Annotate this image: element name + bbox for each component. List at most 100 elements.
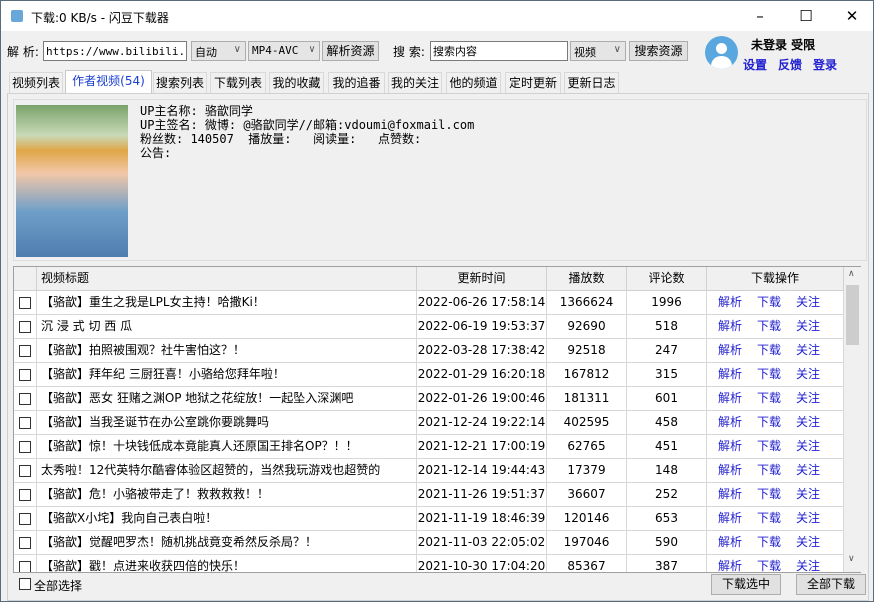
comment-count: 387 [627,555,707,572]
scroll-down-icon[interactable]: ∨ [848,554,855,564]
row-checkbox[interactable] [19,465,31,477]
follow-link[interactable]: 关注 [796,367,821,381]
uploader-avatar-image [16,105,128,257]
settings-link[interactable]: 设置 [743,58,768,72]
follow-link[interactable]: 关注 [796,511,821,525]
tab-1[interactable]: 作者视频(54) [65,70,152,94]
tab-4[interactable]: 我的收藏 [269,72,324,93]
row-checkbox[interactable] [19,489,31,501]
row-checkbox[interactable] [19,537,31,549]
play-count: 181311 [547,387,627,411]
follow-link[interactable]: 关注 [796,295,821,309]
parse-link[interactable]: 解析 [718,415,743,429]
scroll-thumb[interactable] [846,285,859,345]
tab-5[interactable]: 我的追番 [328,72,385,93]
tab-8[interactable]: 定时更新 [505,72,561,93]
row-checkbox[interactable] [19,369,31,381]
row-checkbox[interactable] [19,345,31,357]
follow-link[interactable]: 关注 [796,559,821,573]
parse-link[interactable]: 解析 [718,367,743,381]
parse-link[interactable]: 解析 [718,295,743,309]
row-checkbox[interactable] [19,441,31,453]
row-actions: 解析 下载 关注 [707,459,844,483]
user-avatar-icon[interactable] [705,36,738,69]
tab-7[interactable]: 他的频道 [446,72,501,93]
uploader-stats: 粉丝数: 140507 播放量: 阅读量: 点赞数: [140,132,422,146]
select-all-checkbox[interactable] [19,578,31,590]
header-time[interactable]: 更新时间 [417,267,547,291]
tab-3[interactable]: 下载列表 [210,72,266,93]
row-checkbox[interactable] [19,417,31,429]
follow-link[interactable]: 关注 [796,343,821,357]
app-icon [11,10,23,22]
download-link[interactable]: 下载 [757,295,782,309]
row-checkbox-cell [14,411,37,435]
parse-button[interactable]: 解析资源 [322,41,379,61]
row-checkbox[interactable] [19,393,31,405]
url-input[interactable] [43,41,187,61]
header-actions[interactable]: 下载操作 [707,267,844,291]
tab-9[interactable]: 更新日志 [564,72,619,93]
parse-link[interactable]: 解析 [718,535,743,549]
parse-link[interactable]: 解析 [718,487,743,501]
header-title[interactable]: 视频标题 [37,267,417,291]
comment-count: 458 [627,411,707,435]
follow-link[interactable]: 关注 [796,487,821,501]
parse-link[interactable]: 解析 [718,511,743,525]
download-all-button[interactable]: 全部下载 [796,574,866,595]
download-link[interactable]: 下载 [757,463,782,477]
download-link[interactable]: 下载 [757,415,782,429]
search-type-select[interactable]: 视频 ∨ [570,41,626,61]
update-time: 2021-11-19 18:46:39 [417,507,547,531]
tab-2[interactable]: 搜索列表 [153,72,207,93]
download-link[interactable]: 下载 [757,511,782,525]
download-link[interactable]: 下载 [757,319,782,333]
download-link[interactable]: 下载 [757,343,782,357]
minimize-button[interactable]: – [756,7,764,25]
follow-link[interactable]: 关注 [796,415,821,429]
login-link[interactable]: 登录 [813,58,838,72]
search-button[interactable]: 搜索资源 [629,41,688,61]
download-selected-button[interactable]: 下载选中 [711,574,781,595]
follow-link[interactable]: 关注 [796,439,821,453]
parse-link[interactable]: 解析 [718,463,743,477]
download-link[interactable]: 下载 [757,391,782,405]
parse-link[interactable]: 解析 [718,559,743,573]
follow-link[interactable]: 关注 [796,391,821,405]
comment-count: 518 [627,315,707,339]
quality-select[interactable]: 自动 ∨ [191,41,246,61]
parse-link[interactable]: 解析 [718,343,743,357]
parse-link[interactable]: 解析 [718,319,743,333]
parse-link[interactable]: 解析 [718,439,743,453]
follow-link[interactable]: 关注 [796,535,821,549]
follow-link[interactable]: 关注 [796,319,821,333]
uploader-notice: 公告: [140,146,172,160]
parse-link[interactable]: 解析 [718,391,743,405]
header-plays[interactable]: 播放数 [547,267,627,291]
header-comments[interactable]: 评论数 [627,267,707,291]
format-select[interactable]: MP4-AVC ∨ [248,41,320,61]
tab-6[interactable]: 我的关注 [388,72,442,93]
comment-count: 590 [627,531,707,555]
download-link[interactable]: 下载 [757,559,782,573]
search-input[interactable] [430,41,568,61]
row-checkbox[interactable] [19,321,31,333]
tab-0[interactable]: 视频列表 [9,72,63,93]
row-checkbox-cell [14,459,37,483]
vertical-scrollbar[interactable]: ∧ ∨ [844,267,861,572]
feedback-link[interactable]: 反馈 [778,58,803,72]
row-checkbox[interactable] [19,513,31,525]
table-row: 【骆歆】恶女 狂赌之渊OP 地狱之花绽放！一起坠入深渊吧 2022-01-26 1… [14,387,844,411]
close-button[interactable]: ✕ [845,7,859,25]
table-row: 【骆歆】惊！十块钱低成本竟能真人还原国王排名OP？！！ 2021-12-21 17… [14,435,844,459]
download-link[interactable]: 下载 [757,487,782,501]
row-checkbox[interactable] [19,561,31,572]
follow-link[interactable]: 关注 [796,463,821,477]
scroll-up-icon[interactable]: ∧ [848,269,855,279]
download-link[interactable]: 下载 [757,367,782,381]
maximize-button[interactable]: ☐ [799,7,813,25]
row-checkbox[interactable] [19,297,31,309]
chevron-down-icon: ∨ [233,44,241,55]
download-link[interactable]: 下载 [757,439,782,453]
download-link[interactable]: 下载 [757,535,782,549]
